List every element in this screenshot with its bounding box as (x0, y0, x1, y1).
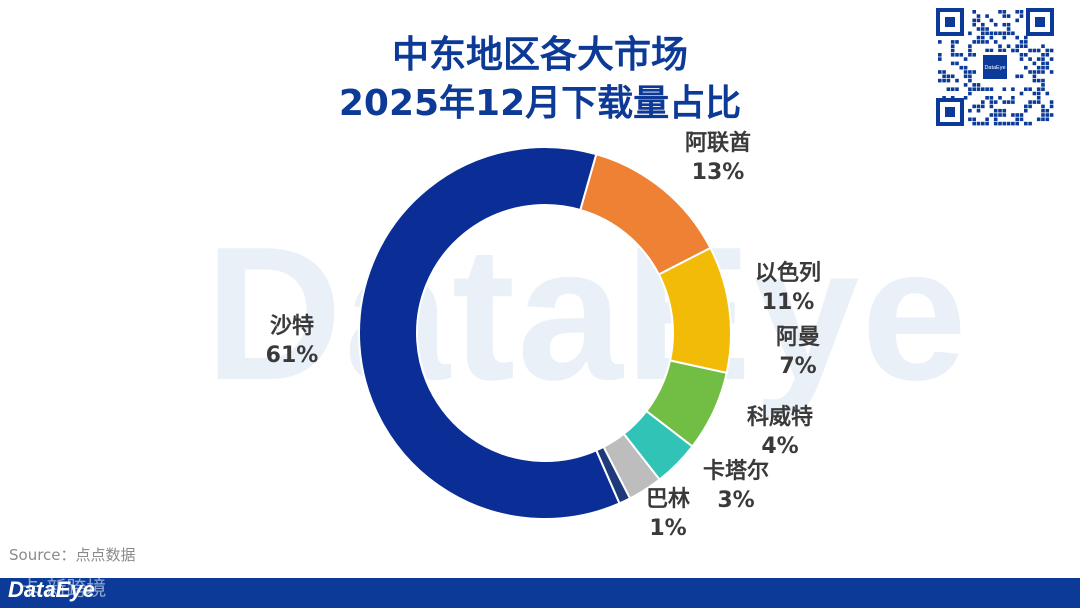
slice-label-name: 阿曼 (776, 325, 820, 350)
slice-label-name: 巴林 (646, 487, 690, 512)
slice-label-value: 4% (761, 434, 798, 459)
slice-label-value: 13% (692, 160, 745, 185)
footer-watermark: 卡 新跨境 (20, 576, 107, 600)
slice-label-value: 11% (762, 290, 815, 315)
slice-label-name: 沙特 (270, 313, 314, 339)
slice-label-name: 以色列 (755, 260, 821, 286)
slice-label-value: 61% (266, 343, 319, 368)
slice-label-value: 1% (649, 516, 686, 541)
qr-code: DataEye (936, 8, 1054, 126)
chart-title-line2: 2025年12月下载量占比 (338, 83, 742, 124)
qr-logo-text: DataEye (984, 65, 1005, 71)
slice-label-value: 3% (717, 488, 754, 513)
slice-label-name: 卡塔尔 (703, 458, 769, 484)
source-note: Source：点点数据 (9, 546, 136, 564)
slice-label-name: 阿联酋 (685, 130, 751, 156)
slice-沙特 (358, 146, 621, 520)
dataeye-watermark: DataEye (205, 208, 969, 420)
slice-label-value: 7% (779, 354, 816, 379)
slice-label-name: 科威特 (747, 404, 813, 430)
footer-logo: DataEye (8, 577, 95, 602)
footer-bar (0, 578, 1080, 608)
chart-title-line1: 中东地区各大市场 (392, 33, 688, 76)
